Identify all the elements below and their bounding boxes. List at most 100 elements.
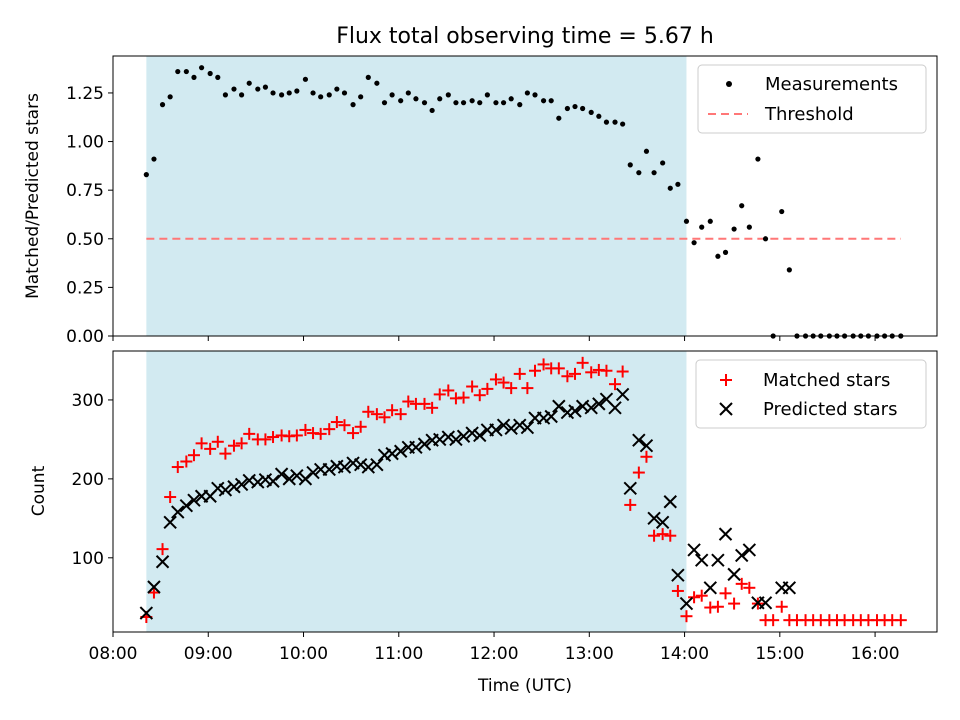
predicted-star-marker [671,568,685,582]
measurement-point [731,226,737,232]
measurement-point [675,181,681,187]
predicted-star-marker [227,480,241,494]
matched-star-marker [147,586,160,599]
matched-star-marker [767,614,780,627]
predicted-star-marker [409,440,423,455]
predicted-star-marker [711,553,725,567]
predicted-star-marker [687,543,701,557]
matched-star-marker [656,528,669,541]
predicted-star-marker [703,581,717,595]
predicted-star-marker [584,401,598,415]
legend-measurements-label: Measurements [765,74,898,95]
x-tick-label: 12:00 [470,644,519,664]
bottom-y-tick-label: 300 [72,391,104,411]
predicted-star-marker [473,428,487,443]
measurement-point [588,109,594,115]
bottom-y-tick-label: 100 [72,549,104,569]
matched-star-marker [466,380,479,393]
matched-star-marker [171,461,184,474]
predicted-star-marker [489,423,503,437]
measurement-point [477,100,483,106]
predicted-star-marker [155,555,170,569]
predicted-star-marker [456,429,471,443]
measurement-point [603,119,610,125]
top-legend-box [697,64,927,134]
predicted-star-marker [520,420,535,435]
top-y-tick-label: 1.25 [66,84,104,104]
measurement-point [739,203,745,209]
predicted-star-marker [179,499,194,513]
measurement-point [262,84,269,90]
matched-star-marker [775,600,788,613]
measurement-point [246,80,252,86]
measurement-point [564,105,570,112]
matched-star-marker [394,408,407,421]
predicted-star-marker [615,387,630,402]
matched-star-marker [497,376,510,389]
matched-star-marker [259,433,272,446]
predicted-star-marker [163,515,177,529]
measurement-point [660,160,666,166]
predicted-star-marker [290,469,304,483]
matched-star-marker [187,449,200,462]
matched-star-marker [473,389,486,402]
measurement-point [532,92,538,98]
matched-star-marker [489,373,502,386]
measurement-point [779,208,785,215]
legend-predicted-marker [719,402,733,416]
predicted-star-marker [337,460,352,474]
bottom-axes-frame [112,350,938,633]
x-tick-label: 15:00 [755,644,804,664]
measurement-point [667,185,673,191]
matched-star-marker [711,600,724,613]
predicted-star-marker [568,404,582,418]
measurement-point [786,267,792,273]
measurement-point [596,113,602,119]
measurement-point [715,253,721,259]
measurement-point [413,96,419,102]
predicted-star-marker [393,444,408,458]
measurement-point [627,162,633,168]
legend-matched-label: Matched stars [763,370,890,391]
measurement-point [286,90,292,96]
measurement-point [310,90,316,96]
measurement-point [175,68,181,75]
matched-star-marker [418,397,431,410]
measurement-point [222,92,229,98]
predicted-star-marker [433,432,447,447]
matched-star-marker [362,405,375,418]
predicted-star-marker [679,596,694,611]
predicted-star-marker [663,495,677,509]
matched-star-marker [561,370,574,383]
matched-star-marker [648,529,661,542]
matched-star-marker [330,416,343,429]
measurement-point [460,100,467,106]
matched-star-marker [378,411,391,424]
top-observing-window [146,56,687,336]
top-panel: 0.00 0.25 0.50 0.75 1.00 1.25 Flux total obse… [23,24,938,347]
matched-star-marker [576,356,589,369]
x-tick-label: 16:00 [851,644,900,664]
matched-star-marker [640,450,653,463]
legend-matched-marker [720,374,732,386]
predicted-star-marker [449,432,463,447]
predicted-star-marker [370,457,384,472]
measurement-point [453,100,459,106]
predicted-star-marker [218,483,233,497]
matched-star-marker [521,382,534,395]
measurement-point [374,80,380,86]
matched-star-marker [632,466,645,479]
measurement-point [445,92,451,98]
x-tick-label: 10:00 [279,644,328,664]
predicted-star-marker [655,515,670,529]
matched-star-marker [442,384,455,397]
measurement-point [365,74,371,80]
matched-star-marker [433,388,446,401]
matched-star-marker [735,577,748,590]
matched-star-marker [664,529,677,542]
measurement-point [270,90,276,96]
bottom-y-tick-label: 200 [72,470,104,490]
measurement-point [381,100,388,106]
top-y-ticks: 0.00 0.25 0.50 0.75 1.00 1.25 [66,84,113,347]
measurement-point [722,249,729,255]
